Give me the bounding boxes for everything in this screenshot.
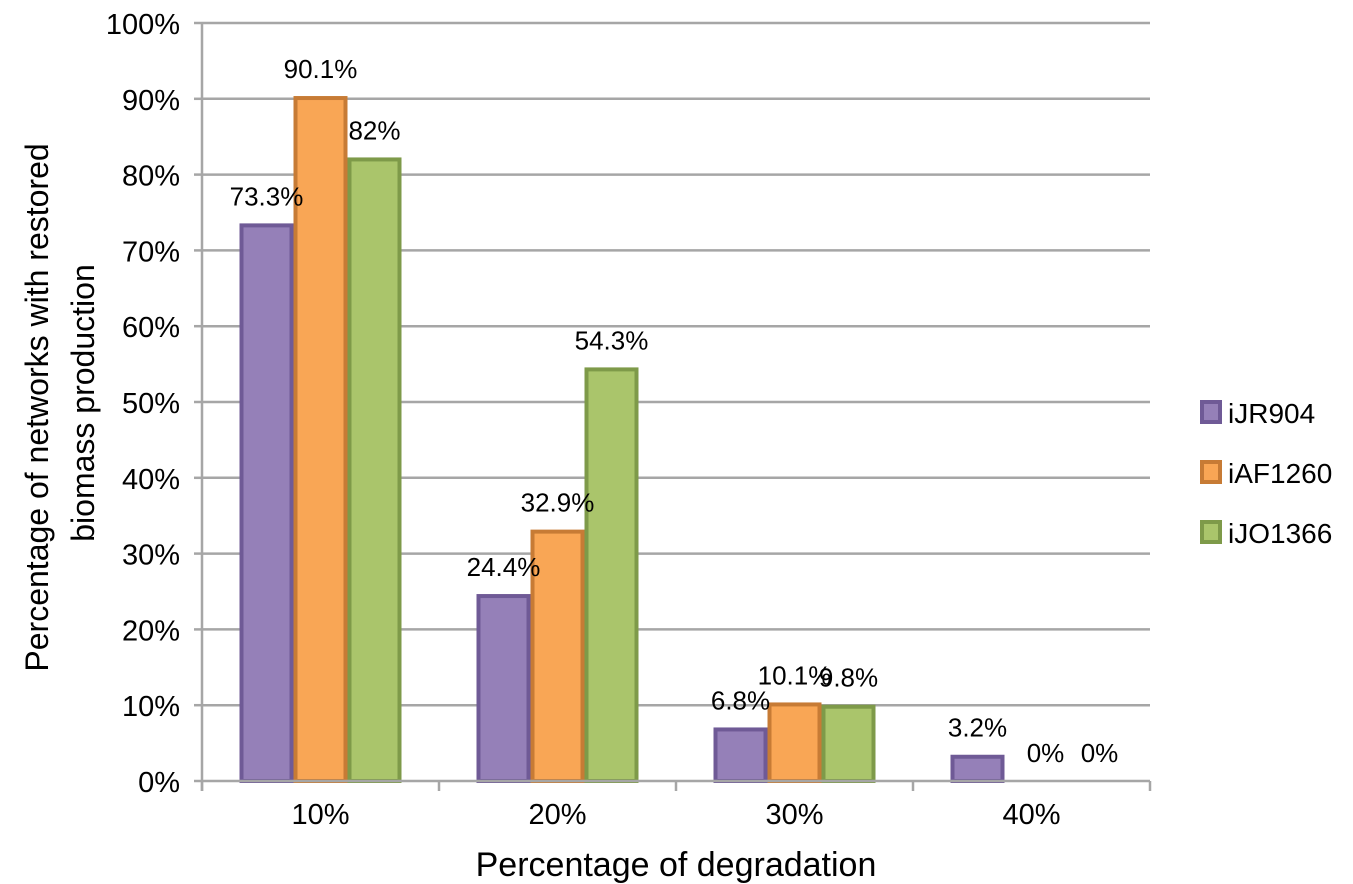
bars: [239, 96, 1005, 784]
legend: iJR904 iAF1260 iJO1366: [1200, 398, 1332, 549]
legend-swatch-iaf1260: [1200, 460, 1222, 484]
bar-ijr904: [950, 754, 1005, 784]
y-tick-label: 40%: [122, 464, 180, 496]
bar-ijr904: [476, 594, 531, 783]
bar-iaf1260: [293, 96, 348, 784]
y-axis-title-line-1: Percentage of networks with restored: [19, 143, 55, 671]
y-tick-label: 20%: [122, 615, 180, 647]
x-tick-label: 30%: [765, 799, 823, 831]
data-label-iaf1260: 90.1%: [284, 54, 358, 84]
bar-ijo1366: [821, 704, 876, 783]
y-tick-label: 30%: [122, 540, 180, 572]
y-tick-label: 70%: [122, 236, 180, 268]
x-tick-label: 20%: [528, 799, 586, 831]
x-axis-title: Percentage of degradation: [476, 846, 877, 884]
legend-swatch-ijr904: [1200, 400, 1222, 424]
x-tick-label: 40%: [1002, 799, 1060, 831]
data-label-ijo1366: 9.8%: [819, 663, 878, 693]
y-tick-label: 0%: [138, 767, 180, 799]
bar-iaf1260: [767, 702, 822, 784]
y-axis-title-line-2: biomass production: [65, 264, 101, 541]
y-axis-title: Percentage of networks with restored bio…: [19, 134, 101, 671]
data-label-ijo1366: 0%: [1081, 738, 1119, 768]
data-label-iaf1260: 32.9%: [521, 488, 595, 518]
data-label-ijr904: 6.8%: [711, 685, 770, 715]
data-labels: 73.3% 90.1% 82% 24.4% 32.9% 54.3% 6.8%10.1%9.8…: [230, 54, 1119, 768]
y-tick-label: 10%: [122, 691, 180, 723]
bar-ijr904: [239, 223, 294, 784]
bar-ijr904: [713, 727, 768, 783]
data-label-ijr904: 3.2%: [948, 713, 1007, 743]
y-tick-label: 90%: [122, 85, 180, 117]
y-tick-label: 100%: [106, 9, 180, 41]
data-label-ijo1366: 54.3%: [575, 325, 649, 355]
legend-label-iaf1260: iAF1260: [1228, 458, 1332, 489]
data-label-iaf1260: 0%: [1027, 738, 1065, 768]
x-tick-label: 10%: [291, 799, 349, 831]
y-tick-label: 50%: [122, 388, 180, 420]
x-axis-ticks: 10% 20% 30% 40%: [200, 781, 1152, 831]
data-label-ijr904: 73.3%: [230, 181, 304, 211]
y-tick-label: 80%: [122, 161, 180, 193]
data-label-iaf1260: 10.1%: [758, 660, 832, 690]
bar-ijo1366: [347, 157, 402, 783]
data-label-ijr904: 24.4%: [467, 552, 541, 582]
legend-swatch-ijo1366: [1200, 520, 1222, 544]
legend-label-ijo1366: iJO1366: [1228, 518, 1332, 549]
y-axis-ticks: 0% 10% 20% 30% 40% 50% 60% 70% 80% 90% 100%: [106, 9, 202, 799]
y-tick-label: 60%: [122, 312, 180, 344]
data-label-ijo1366: 82%: [348, 115, 400, 145]
legend-label-ijr904: iJR904: [1228, 398, 1315, 429]
bar-ijo1366: [584, 367, 639, 783]
